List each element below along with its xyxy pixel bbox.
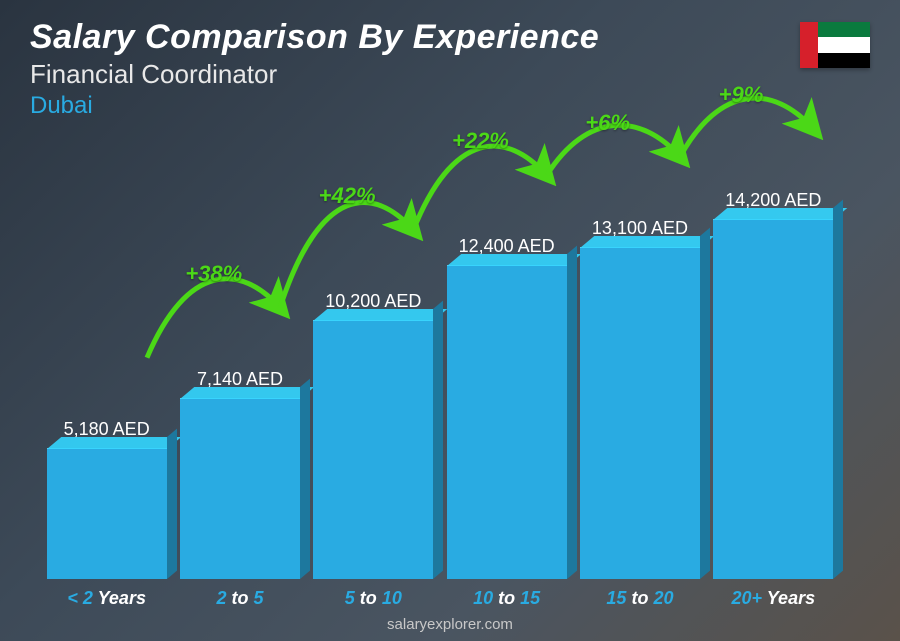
bar-4: 13,100 AED (580, 218, 700, 579)
xtick-5: 20+ Years (713, 588, 833, 609)
bar-0: 5,180 AED (47, 419, 167, 579)
subtitle: Financial Coordinator (30, 59, 599, 90)
xtick-0: < 2 Years (47, 588, 167, 609)
bar-5: 14,200 AED (713, 190, 833, 579)
bar-3: 12,400 AED (447, 236, 567, 579)
bar-1: 7,140 AED (180, 369, 300, 579)
xtick-3: 10 to 15 (447, 588, 567, 609)
salary-chart: 5,180 AED7,140 AED10,200 AED12,400 AED13… (40, 99, 840, 579)
footer-credit: salaryexplorer.com (0, 616, 900, 633)
xtick-1: 2 to 5 (180, 588, 300, 609)
xtick-4: 15 to 20 (580, 588, 700, 609)
uae-flag-icon (800, 22, 870, 68)
bar-2: 10,200 AED (313, 291, 433, 579)
x-axis: < 2 Years 2 to 5 5 to 10 10 to 15 15 to 20 20… (40, 588, 840, 609)
xtick-2: 5 to 10 (313, 588, 433, 609)
page-title: Salary Comparison By Experience (30, 18, 599, 57)
